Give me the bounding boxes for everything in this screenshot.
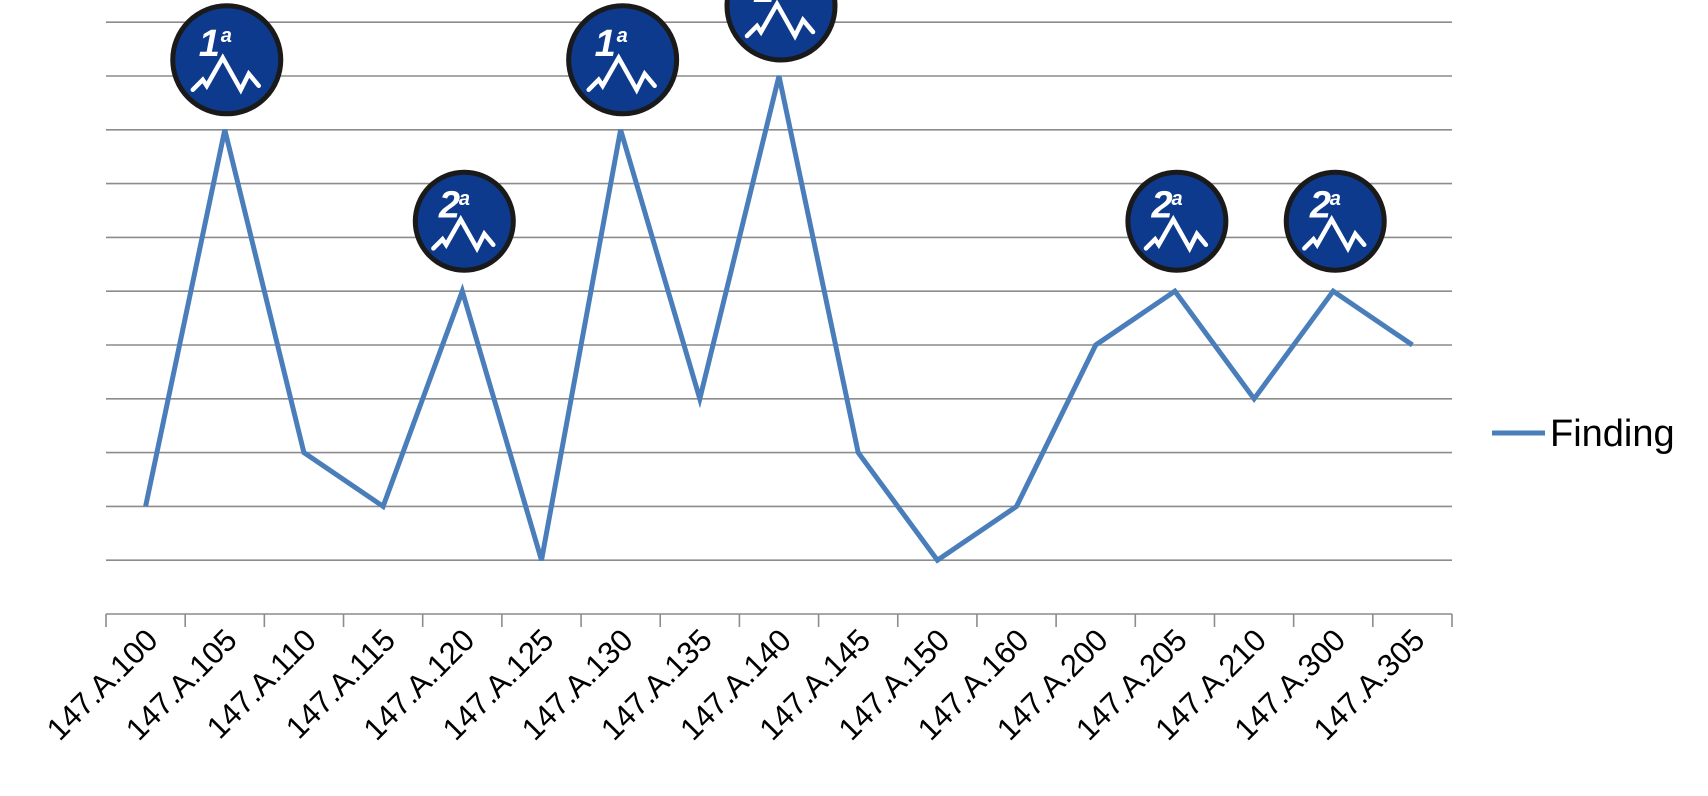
series-line-finding bbox=[143, 75, 1414, 564]
mountain-badge-icon: 2a bbox=[1125, 169, 1229, 273]
badge-circle bbox=[724, 0, 838, 63]
badge-suffix: a bbox=[1330, 188, 1341, 210]
mountain-glyph bbox=[1143, 214, 1209, 254]
badge-circle bbox=[566, 3, 680, 117]
series-lines bbox=[143, 75, 1414, 564]
mountain-glyph bbox=[1302, 214, 1367, 254]
mountain-glyph bbox=[190, 53, 262, 95]
mountain-glyph bbox=[431, 214, 496, 254]
badge-circle bbox=[170, 3, 284, 117]
mountain-glyph bbox=[744, 0, 816, 41]
x-tick-labels: 147.A.100147.A.105147.A.110147.A.115147.… bbox=[40, 622, 1432, 747]
badge-number: 1 bbox=[595, 23, 616, 65]
badge-number: 2 bbox=[1150, 185, 1172, 227]
badge-number: 2 bbox=[438, 185, 460, 227]
legend-label: Finding bbox=[1550, 413, 1675, 455]
badge-circle bbox=[1125, 169, 1229, 273]
mountain-badge-icon: 1a bbox=[724, 0, 838, 63]
badge-suffix: a bbox=[1171, 188, 1182, 210]
badge-suffix: a bbox=[617, 25, 628, 47]
legend: Finding bbox=[1492, 413, 1675, 455]
badge-suffix: a bbox=[221, 25, 232, 47]
mountain-badge-icon: 2a bbox=[412, 169, 516, 273]
badge-circle bbox=[1283, 169, 1387, 273]
badge-number: 1 bbox=[753, 0, 774, 11]
mountain-glyph bbox=[586, 53, 657, 95]
badge-suffix: a bbox=[459, 188, 470, 210]
x-axis bbox=[105, 613, 1453, 627]
marker-badges: 1a2a1a1a2a2a bbox=[170, 0, 1387, 273]
badge-number: 2 bbox=[1309, 185, 1331, 227]
badge-circle bbox=[412, 169, 516, 273]
mountain-badge-icon: 2a bbox=[1283, 169, 1387, 273]
gridlines bbox=[106, 21, 1452, 562]
badge-number: 1 bbox=[199, 23, 220, 65]
